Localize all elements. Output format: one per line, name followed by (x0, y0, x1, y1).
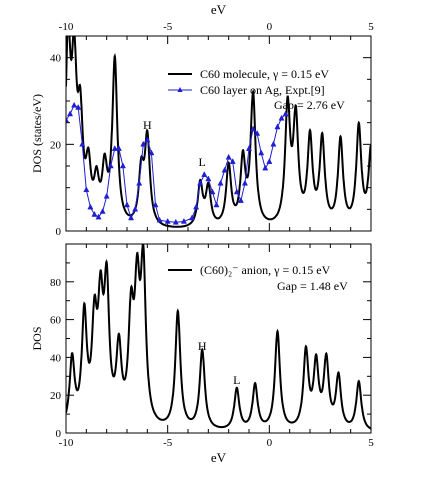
data-point (132, 205, 139, 212)
data-point (144, 136, 151, 143)
series-line-0 (66, 244, 371, 430)
data-point (79, 140, 86, 147)
series-line-1 (66, 104, 286, 223)
data-point (189, 214, 196, 221)
data-point (164, 217, 171, 224)
y-tick-label: 0 (56, 226, 62, 238)
data-point (205, 175, 212, 182)
y-tick-label: 40 (50, 352, 62, 364)
data-point (217, 179, 224, 186)
data-point (229, 158, 236, 164)
legend: (C60)₂⁻ anion, γ = 0.15 eV (168, 263, 331, 277)
data-point (83, 186, 90, 193)
data-point (115, 145, 122, 151)
data-point (197, 179, 204, 186)
data-point (250, 125, 257, 132)
gap-label: Gap = 2.76 eV (274, 98, 345, 112)
data-point (111, 145, 118, 151)
data-point (71, 101, 78, 108)
x-tick-label: 0 (267, 21, 273, 33)
data-point (213, 201, 220, 208)
x-tick-label: -5 (163, 437, 173, 449)
x-tick-label: -5 (163, 21, 173, 33)
data-point (180, 217, 187, 224)
y-tick-label: 20 (50, 390, 62, 402)
x-tick-label: 0 (267, 437, 273, 449)
y-tick-label: 60 (50, 315, 62, 327)
gap-label: Gap = 1.48 eV (277, 279, 348, 293)
data-point (254, 129, 261, 136)
data-point (156, 216, 163, 223)
annotation-l: L (199, 155, 206, 169)
data-point (209, 188, 216, 195)
data-point (241, 179, 248, 186)
data-point (225, 153, 232, 160)
data-point (148, 149, 155, 156)
y-tick-label: 80 (50, 277, 62, 289)
x-tick-label: -10 (59, 437, 74, 449)
data-point (221, 166, 228, 173)
legend-label-0: C60 molecule, γ = 0.15 eV (200, 67, 329, 81)
data-point (266, 158, 273, 164)
data-point (278, 114, 285, 121)
data-point (152, 201, 159, 208)
bottom-panel: 0 20 40 60 80 -10 -5 0 5 eV DOS (C60)₂⁻ anion, γ = … (30, 243, 374, 465)
data-point (87, 203, 94, 210)
annotation-h: H (143, 118, 152, 132)
data-point (91, 210, 98, 217)
x-tick-label: 5 (368, 21, 374, 33)
series-line-0 (66, 36, 371, 228)
legend-marker (177, 87, 183, 92)
x-tick-label: -10 (59, 21, 74, 33)
plot-frame (65, 243, 372, 434)
data-point (99, 207, 106, 214)
legend-label-1: C60 layer on Ag, Expt.[9] (200, 83, 325, 97)
data-point (270, 140, 277, 147)
y-axis-label: DOS (states/eV) (30, 94, 44, 173)
data-point (262, 164, 269, 171)
data-point (282, 110, 289, 117)
x-axis-label: eV (211, 450, 227, 465)
data-point (128, 214, 135, 221)
data-point (245, 145, 253, 151)
legend: C60 molecule, γ = 0.15 eV C60 layer on Ag… (168, 67, 329, 97)
y-tick-label: 40 (50, 53, 62, 65)
y-tick-label: 0 (56, 428, 62, 440)
data-point (233, 188, 240, 195)
data-point (119, 162, 126, 169)
data-point (103, 192, 110, 199)
data-point (274, 123, 281, 130)
data-point (258, 149, 265, 156)
data-point (136, 179, 143, 186)
data-point (201, 171, 208, 177)
data-point (107, 162, 114, 169)
data-point (123, 201, 131, 208)
plot-area (66, 36, 371, 228)
data-point (237, 197, 244, 203)
top-panel: 0 20 40 -10 -5 0 5 eV DOS (states/eV) C60 molecul… (30, 2, 374, 238)
data-point (193, 203, 200, 210)
data-point (140, 140, 147, 147)
legend-label-0: (C60)₂⁻ anion, γ = 0.15 eV (200, 263, 331, 277)
annotation-l: L (233, 373, 240, 387)
plot-area (66, 244, 371, 430)
x-tick-label: 5 (368, 437, 374, 449)
data-point (75, 103, 82, 110)
x-axis-label: eV (211, 2, 227, 17)
annotation-h: H (198, 339, 207, 353)
data-point (172, 218, 179, 225)
y-axis-label: DOS (30, 326, 44, 350)
y-tick-label: 20 (50, 139, 62, 151)
data-point (66, 116, 70, 123)
data-point (95, 213, 102, 220)
data-point (67, 110, 74, 117)
plot-frame (65, 35, 372, 232)
